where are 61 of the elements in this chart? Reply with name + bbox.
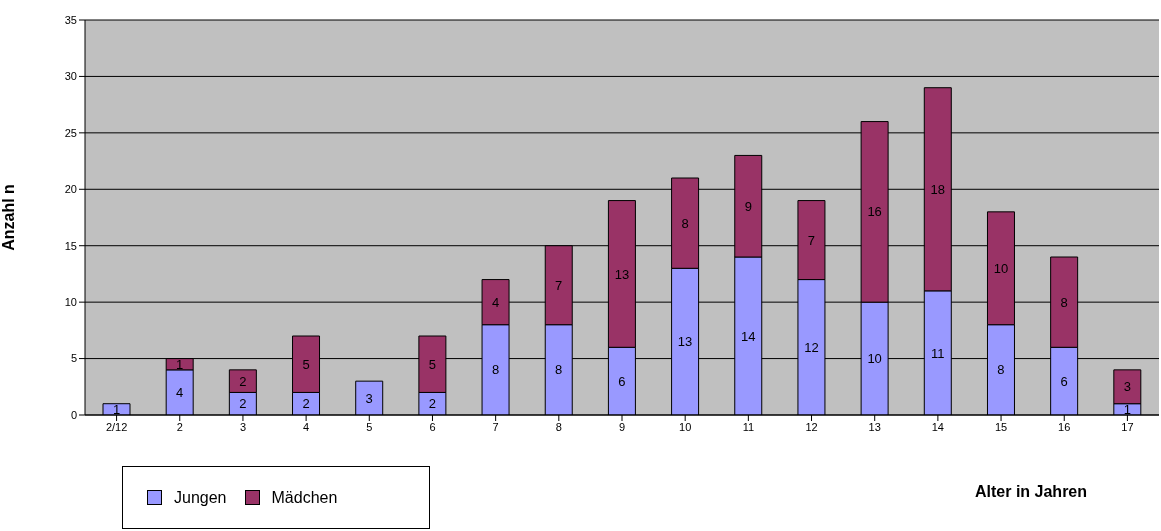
data-label: 12 — [804, 339, 819, 355]
data-label: 10 — [867, 351, 882, 367]
data-label: 2 — [428, 396, 436, 412]
y-tick-label: 5 — [70, 352, 77, 365]
data-label: 13 — [614, 266, 630, 282]
data-label: 8 — [555, 362, 563, 378]
data-label: 18 — [930, 181, 946, 197]
data-label: 8 — [681, 215, 689, 231]
y-tick-label: 15 — [64, 239, 77, 252]
x-tick-label: 2/12 — [105, 420, 128, 433]
x-tick-label: 3 — [239, 420, 246, 433]
x-tick-label: 17 — [1121, 420, 1134, 433]
x-tick-label: 5 — [366, 420, 373, 433]
data-label: 2 — [239, 396, 247, 412]
data-label: 2 — [302, 396, 310, 412]
data-label: 6 — [1060, 373, 1068, 389]
x-tick-label: 2 — [176, 420, 183, 433]
data-label: 3 — [365, 390, 373, 406]
x-tick-label: 7 — [492, 420, 499, 433]
y-tick-label: 30 — [64, 70, 77, 83]
y-tick-label: 10 — [64, 296, 77, 309]
x-tick-label: 12 — [805, 420, 818, 433]
x-tick-label: 10 — [679, 420, 692, 433]
data-label: 10 — [993, 260, 1009, 276]
data-label: 4 — [491, 294, 500, 310]
data-label: 16 — [867, 204, 882, 220]
data-label: 1 — [112, 401, 121, 417]
data-label: 14 — [741, 328, 756, 344]
y-tick-label: 20 — [64, 183, 77, 196]
data-label: 5 — [302, 356, 310, 372]
x-tick-label: 13 — [868, 420, 881, 433]
x-tick-label: 16 — [1058, 420, 1071, 433]
data-label: 1 — [1123, 401, 1131, 417]
y-axis-title: Anzahl n — [0, 184, 17, 251]
x-tick-label: 6 — [429, 420, 436, 433]
x-tick-label: 8 — [555, 420, 562, 433]
data-label: 5 — [428, 356, 436, 372]
data-label: 7 — [807, 232, 816, 248]
data-label: 4 — [176, 385, 184, 401]
data-label: 11 — [931, 345, 945, 361]
x-tick-label: 11 — [742, 420, 755, 433]
data-label: 8 — [491, 362, 500, 378]
x-tick-label: 9 — [618, 420, 626, 433]
data-label: 1 — [176, 356, 184, 372]
y-tick-label: 25 — [64, 126, 77, 139]
legend-label: Mädchen — [271, 488, 338, 507]
legend-label: Jungen — [174, 488, 227, 507]
x-axis-title: Alter in Jahren — [975, 483, 1088, 501]
data-label: 8 — [1060, 294, 1068, 310]
data-label: 7 — [555, 277, 563, 293]
data-label: 6 — [618, 373, 626, 389]
data-label: 2 — [239, 373, 247, 389]
data-label: 3 — [1123, 379, 1131, 395]
data-label: 9 — [744, 198, 752, 214]
y-tick-label: 35 — [64, 13, 77, 26]
data-label: 13 — [677, 334, 693, 350]
y-tick-label: 0 — [70, 408, 77, 421]
data-label: 8 — [997, 362, 1005, 378]
x-tick-label: 14 — [931, 420, 945, 433]
x-tick-label: 4 — [303, 420, 310, 433]
x-tick-label: 15 — [994, 420, 1008, 433]
